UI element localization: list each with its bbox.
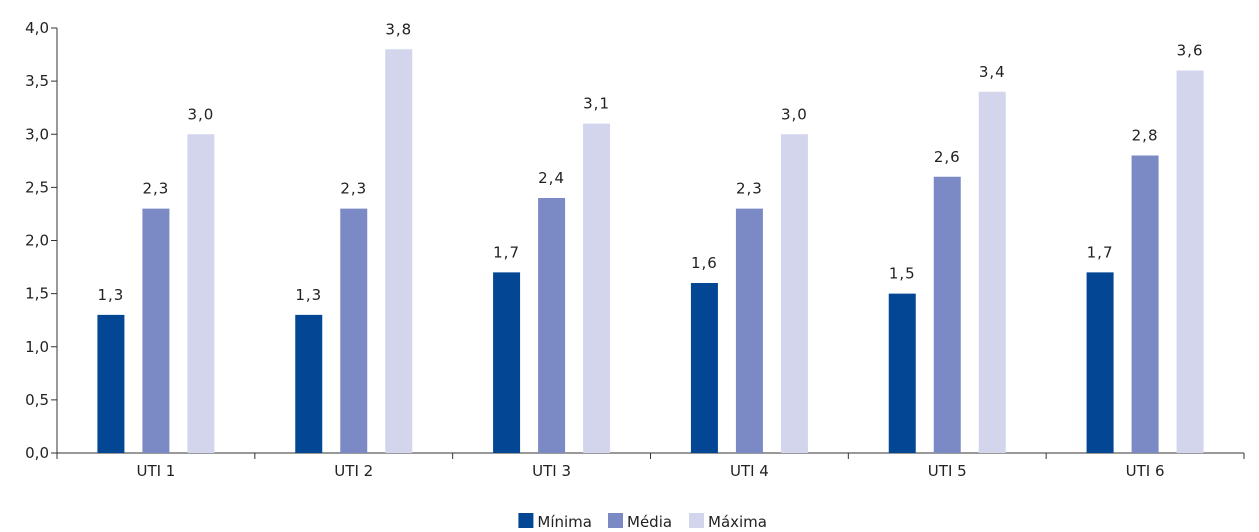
x-tick-label: UTI 4 xyxy=(730,462,769,480)
bar-maxima-uti-4 xyxy=(780,134,808,453)
data-label: 2,4 xyxy=(538,169,565,187)
legend-label-media: Média xyxy=(627,513,672,531)
y-axis: 0,0 0,5 1,0 1,5 2,0 2,5 3,0 3,5 4,0 xyxy=(25,19,58,462)
bar-maxima-uti-1 xyxy=(187,134,215,453)
data-label: 1,5 xyxy=(889,265,916,283)
x-tick-label: UTI 3 xyxy=(532,462,571,480)
data-label: 3,1 xyxy=(583,95,610,113)
data-label: 1,3 xyxy=(97,286,124,304)
x-tick-label: UTI 5 xyxy=(928,462,967,480)
bar-maxima-uti-3 xyxy=(583,123,611,453)
data-labels-group: 1,3 1,3 1,7 1,6 1,5 1,7 2,3 2,3 2,4 2,3 2,6 2,8 3,0 3… xyxy=(97,20,1204,304)
legend-swatch-maxima xyxy=(689,513,704,528)
data-label: 3,4 xyxy=(979,63,1006,81)
data-label: 2,3 xyxy=(142,180,169,198)
data-label: 3,0 xyxy=(187,105,214,123)
data-label: 3,6 xyxy=(1177,42,1204,60)
bar-minima-uti-5 xyxy=(888,293,916,453)
data-label: 3,0 xyxy=(781,105,808,123)
x-tick-label: UTI 1 xyxy=(136,462,175,480)
bar-maxima-uti-5 xyxy=(978,91,1006,453)
y-tick-label: 1,0 xyxy=(25,338,49,356)
y-tick-label: 2,0 xyxy=(25,232,49,250)
legend: Mínima Média Máxima xyxy=(518,513,767,531)
bars-group xyxy=(97,49,1204,453)
legend-swatch-minima xyxy=(518,513,534,528)
data-label: 2,8 xyxy=(1132,127,1159,145)
y-tick-label: 2,5 xyxy=(25,178,49,196)
data-label: 1,7 xyxy=(1087,243,1114,261)
y-tick-label: 3,5 xyxy=(25,72,49,90)
y-tick-label: 1,5 xyxy=(25,285,49,303)
bar-media-uti-1 xyxy=(142,208,170,453)
bar-media-uti-6 xyxy=(1131,155,1159,453)
x-tick-label: UTI 2 xyxy=(334,462,373,480)
data-label: 3,8 xyxy=(385,20,412,38)
x-axis: UTI 1 UTI 2 UTI 3 UTI 4 UTI 5 UTI 6 xyxy=(56,452,1245,480)
y-tick-label: 3,0 xyxy=(25,125,49,143)
bar-minima-uti-6 xyxy=(1086,272,1114,453)
y-tick-label: 0,0 xyxy=(25,444,49,462)
data-label: 1,3 xyxy=(295,286,322,304)
data-label: 1,6 xyxy=(691,254,718,272)
bar-maxima-uti-2 xyxy=(385,49,413,453)
bar-media-uti-3 xyxy=(538,198,566,453)
y-tick-label: 0,5 xyxy=(25,391,49,409)
legend-label-maxima: Máxima xyxy=(708,513,767,531)
bar-minima-uti-4 xyxy=(690,283,718,453)
bar-minima-uti-2 xyxy=(295,314,323,453)
bar-minima-uti-1 xyxy=(97,314,125,453)
data-label: 2,6 xyxy=(934,148,961,166)
bar-minima-uti-3 xyxy=(493,272,521,453)
data-label: 2,3 xyxy=(736,180,763,198)
x-tick-label: UTI 6 xyxy=(1126,462,1165,480)
legend-label-minima: Mínima xyxy=(537,513,592,531)
legend-swatch-media xyxy=(608,513,623,528)
data-label: 1,7 xyxy=(493,243,520,261)
bar-media-uti-2 xyxy=(340,208,368,453)
y-tick-label: 4,0 xyxy=(25,19,49,37)
bar-media-uti-5 xyxy=(933,176,961,453)
bar-media-uti-4 xyxy=(735,208,763,453)
bar-maxima-uti-6 xyxy=(1176,70,1204,453)
data-label: 2,3 xyxy=(340,180,367,198)
